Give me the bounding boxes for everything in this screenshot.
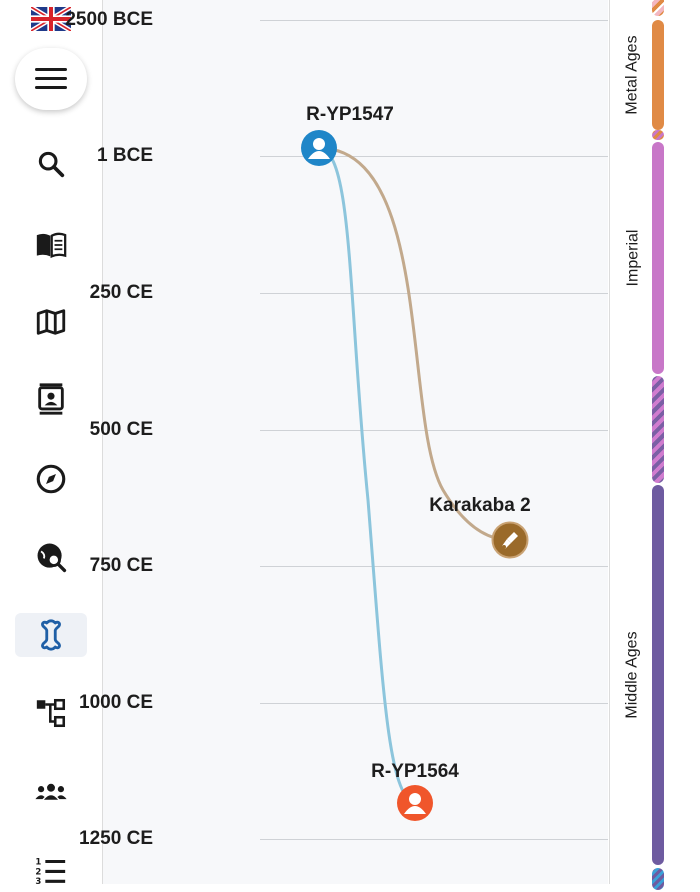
- tick-label: 250 CE: [89, 282, 153, 303]
- era-band: Metal Ages Imperial Middle Ages: [609, 0, 700, 890]
- nav-item-profiles[interactable]: [15, 377, 87, 421]
- tick-label: 2500 BCE: [65, 9, 153, 30]
- uk-flag-icon[interactable]: [31, 7, 71, 31]
- era-label-metal-ages: Metal Ages: [624, 35, 641, 115]
- tick-label: 1250 CE: [79, 828, 153, 849]
- link-r-yp1547-r-yp1564: [318, 146, 414, 805]
- node-label-r-yp1547: R-YP1547: [306, 104, 394, 125]
- era-bar-middle-ages[interactable]: [652, 485, 664, 865]
- gridline: [260, 566, 608, 567]
- gridline: [260, 20, 608, 21]
- compass-icon: [36, 464, 66, 494]
- gridline: [260, 293, 608, 294]
- nav-item-global-search[interactable]: [15, 535, 87, 579]
- svg-text:3: 3: [35, 877, 41, 887]
- hamburger-menu-icon: [35, 68, 67, 71]
- node-label-r-yp1564: R-YP1564: [371, 761, 459, 782]
- nav-item-search[interactable]: [15, 142, 87, 186]
- era-bar-metal-ages[interactable]: [652, 20, 664, 130]
- gridline: [260, 156, 608, 157]
- svg-text:2: 2: [35, 867, 41, 877]
- era-bar-imperial[interactable]: [652, 142, 664, 374]
- nav-item-ancient-dna[interactable]: [15, 613, 87, 657]
- era-bar-transition: [652, 868, 664, 890]
- era-label-middle-ages: Middle Ages: [624, 631, 642, 719]
- era-bar-transition: [652, 130, 664, 140]
- tick-label: 500 CE: [89, 419, 153, 440]
- svg-text:1: 1: [35, 857, 41, 867]
- tick-label: 1000 CE: [79, 692, 153, 713]
- nav-item-explore[interactable]: [15, 457, 87, 501]
- timeline-chart[interactable]: 2500 BCE 1 BCE 250 CE 500 CE 750 CE 1000…: [65, 0, 608, 884]
- era-bar-transition: [652, 0, 664, 16]
- map-icon: [36, 309, 66, 335]
- era-label-imperial: Imperial: [624, 229, 641, 287]
- numbered-list-icon: 123: [35, 857, 66, 887]
- node-label-karakaba-2: Karakaba 2: [429, 495, 531, 516]
- person-node-r-yp1547[interactable]: [300, 129, 338, 167]
- bone-icon: [41, 619, 61, 651]
- tick-label: 1 BCE: [97, 145, 153, 166]
- site-node-karakaba-2[interactable]: [491, 521, 529, 559]
- book-icon: [36, 232, 67, 259]
- contact-card-icon: [38, 383, 64, 415]
- group-icon: [35, 783, 67, 800]
- gridline: [260, 839, 608, 840]
- gridline: [260, 703, 608, 704]
- globe-search-icon: [37, 543, 67, 573]
- person-node-r-yp1564[interactable]: [396, 784, 434, 822]
- nav-item-map[interactable]: [15, 300, 87, 344]
- nav-item-tree[interactable]: [15, 691, 87, 735]
- nav-item-sources[interactable]: [15, 223, 87, 267]
- tree-structure-icon: [36, 698, 66, 728]
- menu-button[interactable]: [15, 48, 87, 110]
- tick-label: 750 CE: [89, 555, 153, 576]
- gridline: [260, 430, 608, 431]
- era-bar-transition-imperial-middle-ages: [652, 376, 664, 483]
- search-icon: [38, 151, 65, 178]
- link-layer: [318, 146, 511, 805]
- nav-item-groups[interactable]: [15, 770, 87, 814]
- link-r-yp1547-karakaba-2: [318, 146, 511, 542]
